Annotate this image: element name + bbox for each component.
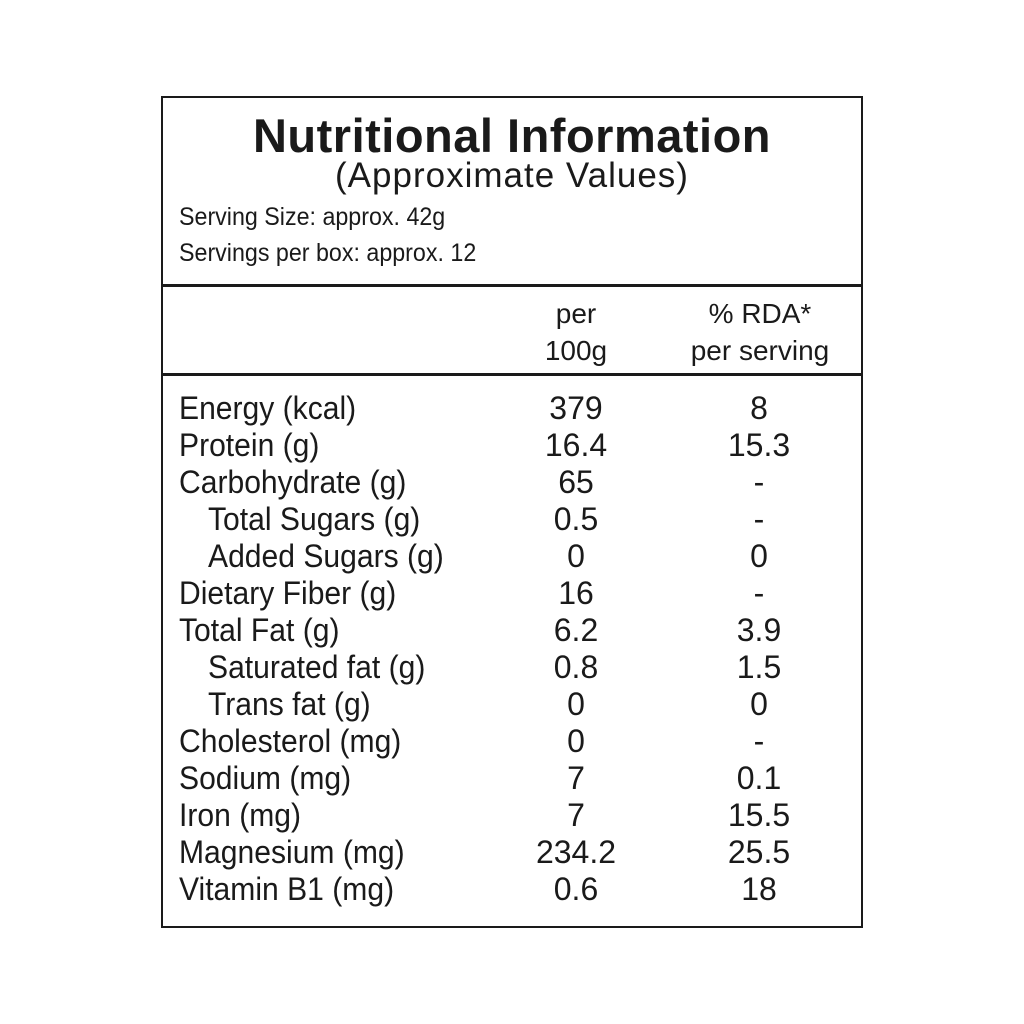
nutrient-rda: 15.5	[727, 797, 791, 833]
nutrient-rda: 8	[750, 390, 768, 426]
nutrient-rda: 3.9	[736, 612, 782, 648]
nutrient-per-100g: 7	[567, 760, 585, 796]
column-header-rda-line1: % RDA*	[708, 298, 812, 329]
nutrient-row: Protein (g) 16.4 15.3	[163, 427, 861, 464]
nutrient-name: Total Fat (g)	[179, 612, 340, 648]
nutrient-name: Energy (kcal)	[179, 390, 357, 426]
nutrient-per-100g: 16.4	[544, 427, 608, 463]
nutrient-per-100g: 6.2	[553, 612, 599, 648]
nutrient-rda: -	[753, 723, 765, 759]
column-header-per-100g-line2: 100g	[544, 335, 608, 366]
nutrient-per-100g: 0.6	[553, 871, 599, 907]
column-header-rda-line2: per serving	[690, 335, 830, 366]
nutrient-name: Trans fat (g)	[208, 686, 371, 722]
nutrient-per-100g: 0	[567, 538, 585, 574]
nutrient-row: Total Fat (g) 6.2 3.9	[163, 612, 861, 649]
nutrient-rda: 0	[750, 538, 768, 574]
nutrient-name: Cholesterol (mg)	[179, 723, 402, 759]
nutrition-label: Nutritional Information (Approximate Val…	[161, 96, 863, 928]
nutrient-row: Energy (kcal) 379 8	[163, 390, 861, 427]
serving-size: Serving Size: approx. 42g	[179, 203, 446, 231]
nutrient-name: Iron (mg)	[179, 797, 302, 833]
nutrient-per-100g: 0	[567, 686, 585, 722]
column-headers: per 100g % RDA* per serving	[163, 287, 861, 376]
nutrient-row: Saturated fat (g) 0.8 1.5	[163, 649, 861, 686]
nutrient-name: Total Sugars (g)	[208, 501, 421, 537]
nutrient-rows: Energy (kcal) 379 8 Protein (g) 16.4 15.3 Carb…	[163, 376, 861, 908]
label-header: Nutritional Information (Approximate Val…	[163, 98, 861, 287]
nutrient-name: Added Sugars (g)	[208, 538, 444, 574]
nutrient-rda: 0.1	[736, 760, 782, 796]
nutrient-rda: 0	[750, 686, 768, 722]
nutrient-row: Magnesium (mg) 234.2 25.5	[163, 834, 861, 871]
nutrient-row: Sodium (mg) 7 0.1	[163, 760, 861, 797]
nutrient-rda: 1.5	[736, 649, 782, 685]
nutrient-name: Protein (g)	[179, 427, 320, 463]
column-header-per-100g: per 100g	[516, 295, 636, 369]
label-title: Nutritional Information	[252, 109, 771, 162]
nutrient-row: Carbohydrate (g) 65 -	[163, 464, 861, 501]
nutrient-name: Magnesium (mg)	[179, 834, 405, 870]
nutrient-per-100g: 0.5	[553, 501, 599, 537]
nutrient-name: Dietary Fiber (g)	[179, 575, 397, 611]
nutrient-row: Vitamin B1 (mg) 0.6 18	[163, 871, 861, 908]
nutrient-row: Added Sugars (g) 0 0	[163, 538, 861, 575]
nutrient-rda: -	[753, 464, 765, 500]
nutrient-per-100g: 65	[558, 464, 594, 500]
nutrient-name: Vitamin B1 (mg)	[179, 871, 395, 907]
label-subtitle: (Approximate Values)	[335, 156, 689, 195]
nutrient-row: Total Sugars (g) 0.5 -	[163, 501, 861, 538]
nutrient-per-100g: 0	[567, 723, 585, 759]
nutrient-per-100g: 7	[567, 797, 585, 833]
nutrient-per-100g: 16	[558, 575, 594, 611]
nutrient-rda: 25.5	[727, 834, 791, 870]
nutrient-rda: 15.3	[727, 427, 791, 463]
column-header-per-100g-line1: per	[555, 298, 597, 329]
nutrient-row: Dietary Fiber (g) 16 -	[163, 575, 861, 612]
column-header-rda: % RDA* per serving	[669, 295, 851, 369]
nutrient-row: Cholesterol (mg) 0 -	[163, 723, 861, 760]
nutrient-row: Iron (mg) 7 15.5	[163, 797, 861, 834]
nutrient-per-100g: 379	[549, 390, 603, 426]
servings-per-box: Servings per box: approx. 12	[179, 239, 477, 267]
nutrient-row: Trans fat (g) 0 0	[163, 686, 861, 723]
nutrient-rda: -	[753, 501, 765, 537]
nutrient-name: Carbohydrate (g)	[179, 464, 407, 500]
nutrient-per-100g: 234.2	[535, 834, 617, 870]
nutrient-per-100g: 0.8	[553, 649, 599, 685]
nutrient-name: Sodium (mg)	[179, 760, 352, 796]
nutrient-name: Saturated fat (g)	[208, 649, 426, 685]
nutrient-rda: -	[753, 575, 765, 611]
nutrient-rda: 18	[741, 871, 777, 907]
